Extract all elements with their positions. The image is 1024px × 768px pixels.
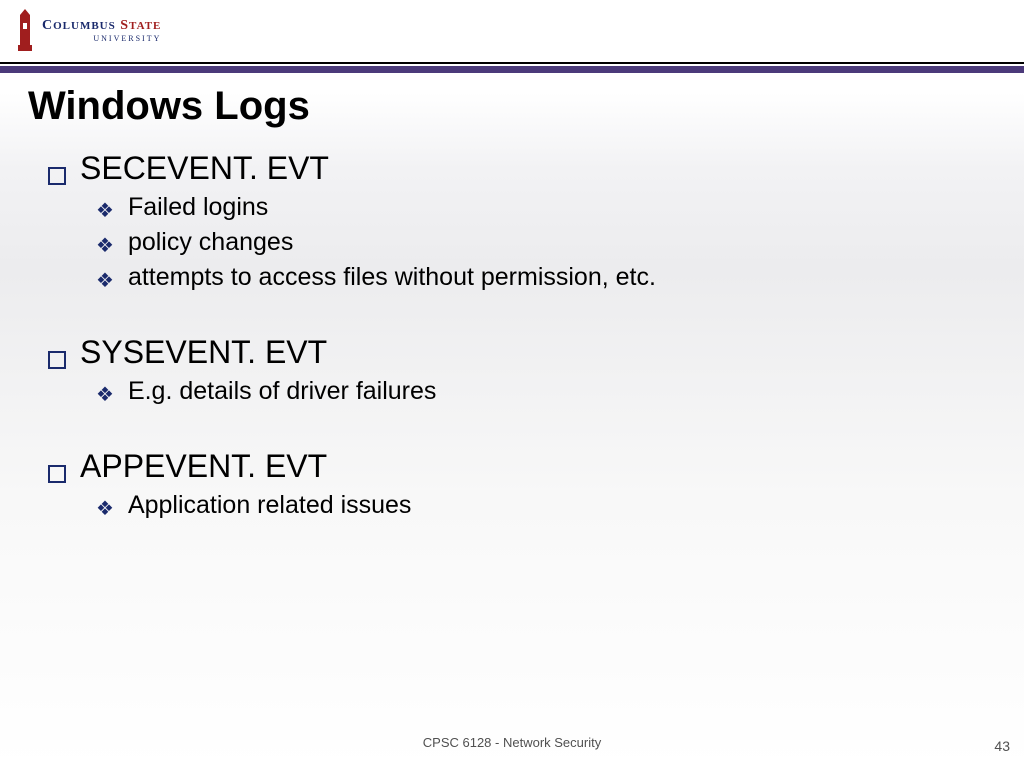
item-text: Failed logins bbox=[128, 193, 268, 222]
item-text: E.g. details of driver failures bbox=[128, 377, 436, 406]
spacer bbox=[48, 406, 984, 434]
slide: COLUMBUS STATE UNIVERSITY Windows Logs S… bbox=[0, 0, 1024, 768]
spacer bbox=[48, 292, 984, 320]
square-bullet-icon bbox=[48, 351, 66, 369]
logo-line2: UNIVERSITY bbox=[42, 35, 161, 43]
heading-text: SYSEVENT. EVT bbox=[80, 334, 327, 371]
footer-page-number: 43 bbox=[994, 738, 1010, 754]
logo-part: C bbox=[42, 18, 53, 33]
rule-thick bbox=[0, 66, 1024, 73]
item-text: Application related issues bbox=[128, 491, 412, 520]
diamond-bullet-icon: ❖ bbox=[96, 271, 114, 291]
logo-part: TATE bbox=[129, 20, 161, 32]
logo-text: COLUMBUS STATE UNIVERSITY bbox=[42, 19, 161, 43]
rule-thin bbox=[0, 62, 1024, 64]
diamond-bullet-icon: ❖ bbox=[96, 236, 114, 256]
header-rules bbox=[0, 62, 1024, 73]
section-heading: SYSEVENT. EVT bbox=[48, 334, 984, 371]
square-bullet-icon bbox=[48, 465, 66, 483]
list-item: ❖ Failed logins bbox=[96, 193, 984, 222]
list-item: ❖ policy changes bbox=[96, 228, 984, 257]
diamond-bullet-icon: ❖ bbox=[96, 385, 114, 405]
diamond-bullet-icon: ❖ bbox=[96, 499, 114, 519]
section-heading: SECEVENT. EVT bbox=[48, 150, 984, 187]
university-logo: COLUMBUS STATE UNIVERSITY bbox=[14, 9, 161, 53]
slide-title: Windows Logs bbox=[28, 84, 310, 129]
tower-icon bbox=[14, 9, 36, 53]
section-heading: APPEVENT. EVT bbox=[48, 448, 984, 485]
header: COLUMBUS STATE UNIVERSITY bbox=[0, 0, 1024, 62]
diamond-bullet-icon: ❖ bbox=[96, 201, 114, 221]
footer-course: CPSC 6128 - Network Security bbox=[0, 735, 1024, 750]
heading-text: APPEVENT. EVT bbox=[80, 448, 327, 485]
logo-part: S bbox=[116, 18, 129, 33]
logo-part: OLUMBUS bbox=[53, 20, 116, 32]
list-item: ❖ Application related issues bbox=[96, 491, 984, 520]
item-text: policy changes bbox=[128, 228, 293, 257]
logo-line1: COLUMBUS STATE bbox=[42, 19, 161, 33]
list-item: ❖ attempts to access files without permi… bbox=[96, 263, 984, 292]
slide-content: SECEVENT. EVT ❖ Failed logins ❖ policy c… bbox=[48, 150, 984, 520]
item-text: attempts to access files without permiss… bbox=[128, 263, 656, 292]
square-bullet-icon bbox=[48, 167, 66, 185]
heading-text: SECEVENT. EVT bbox=[80, 150, 329, 187]
list-item: ❖ E.g. details of driver failures bbox=[96, 377, 984, 406]
